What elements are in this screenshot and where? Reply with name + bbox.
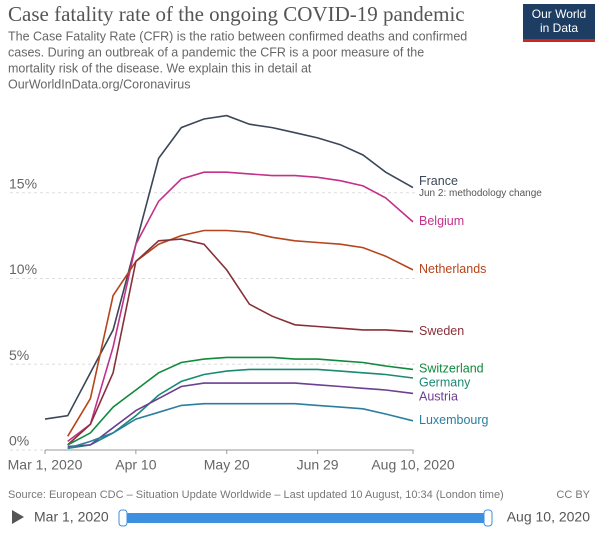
x-tick-label: Apr 10 xyxy=(115,457,156,473)
chart-title: Case fatality rate of the ongoing COVID-… xyxy=(8,2,465,26)
x-tick-label: Mar 1, 2020 xyxy=(8,457,83,473)
y-tick-label: 5% xyxy=(9,347,29,363)
logo-text: Our World xyxy=(532,7,586,21)
series-label: France xyxy=(419,174,458,188)
series-label: Netherlands xyxy=(419,262,486,276)
series-line xyxy=(67,356,414,446)
annotation: Jun 2: methodology change xyxy=(419,188,542,199)
logo-text: in Data xyxy=(540,21,578,35)
series-label: Austria xyxy=(419,390,458,404)
subtitle: The Case Fatality Rate (CFR) is the rati… xyxy=(8,29,467,91)
license[interactable]: CC BY xyxy=(556,489,590,501)
series-line xyxy=(67,238,414,446)
timeline-handle[interactable] xyxy=(483,509,493,527)
series-line xyxy=(67,402,414,450)
series-label: Luxembourg xyxy=(419,413,489,427)
series-line xyxy=(67,229,414,437)
x-tick-label: Jun 29 xyxy=(297,457,339,473)
subtitle-line: The Case Fatality Rate (CFR) is the rati… xyxy=(8,29,467,43)
series-label: Belgium xyxy=(419,214,464,228)
timeline-end: Aug 10, 2020 xyxy=(507,509,591,525)
subtitle-line: mortality risk of the disease. We explai… xyxy=(8,61,312,75)
logo-stripe xyxy=(523,39,595,42)
x-tick-label: Aug 10, 2020 xyxy=(371,457,455,473)
play-button[interactable] xyxy=(12,510,24,524)
series-line xyxy=(67,382,414,448)
series-line xyxy=(67,368,414,450)
y-tick-label: 10% xyxy=(9,261,37,277)
source: Source: European CDC – Situation Update … xyxy=(8,489,504,501)
subtitle-line: cases. During an outbreak of a pandemic … xyxy=(8,45,424,59)
series-label: Sweden xyxy=(419,324,464,338)
timeline-start: Mar 1, 2020 xyxy=(34,509,109,525)
series-line xyxy=(67,171,414,443)
logo[interactable] xyxy=(523,4,595,42)
subtitle-line: OurWorldInData.org/Coronavirus xyxy=(8,77,190,91)
timeline-track[interactable] xyxy=(124,513,488,523)
timeline-handle[interactable] xyxy=(118,509,128,527)
y-tick-label: 0% xyxy=(9,433,29,449)
x-tick-label: May 20 xyxy=(204,457,250,473)
series-label: Germany xyxy=(419,376,471,390)
series-label: Switzerland xyxy=(419,362,484,376)
y-tick-label: 15% xyxy=(9,175,37,191)
series-line xyxy=(44,114,414,420)
